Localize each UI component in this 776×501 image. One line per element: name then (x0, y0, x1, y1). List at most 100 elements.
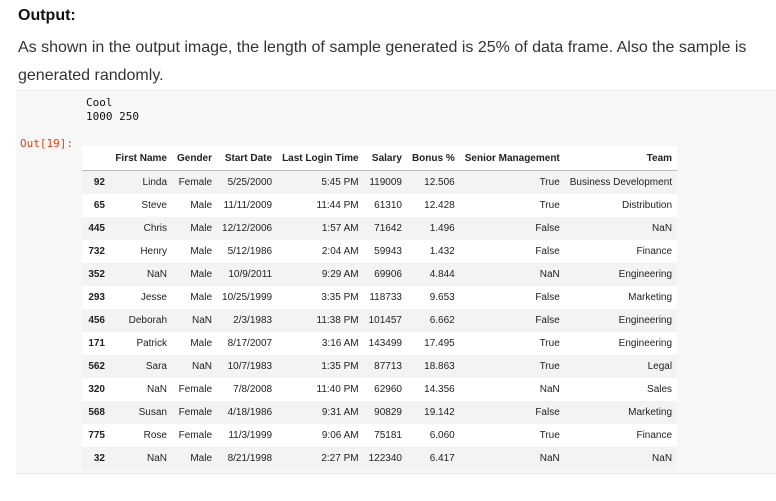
first-name-cell: Rose (110, 424, 172, 447)
row-index: 92 (82, 171, 110, 195)
gender-header: Gender (172, 146, 217, 171)
gender-cell: Female (172, 378, 217, 401)
team-cell: Engineering (565, 332, 677, 355)
senior-management-cell: NaN (460, 447, 565, 470)
team-cell: Legal (565, 355, 677, 378)
salary-cell: 119009 (364, 171, 407, 195)
start-date-cell: 10/9/2011 (217, 263, 277, 286)
table-row: 775 Rose Female 11/3/1999 9:06 AM 75181 6.060 T… (82, 424, 677, 447)
bonus-cell: 19.142 (407, 401, 460, 424)
stdout-line: 1000 250 (86, 110, 139, 124)
gender-cell: NaN (172, 309, 217, 332)
last-login-time-cell: 9:06 AM (277, 424, 364, 447)
description-paragraph: As shown in the output image, the length… (18, 34, 768, 90)
bonus-cell: 17.495 (407, 332, 460, 355)
table-row: 445 Chris Male 12/12/2006 1:57 AM 71642 1.496 F… (82, 217, 677, 240)
first-name-header: First Name (110, 146, 172, 171)
first-name-cell: Steve (110, 194, 172, 217)
last-login-time-cell: 9:29 AM (277, 263, 364, 286)
senior-management-cell: True (460, 332, 565, 355)
salary-cell: 87713 (364, 355, 407, 378)
last-login-time-cell: 2:27 PM (277, 447, 364, 470)
start-date-cell: 5/12/1986 (217, 240, 277, 263)
team-cell: NaN (565, 217, 677, 240)
table-row: 568 Susan Female 4/18/1986 9:31 AM 90829 19.14… (82, 401, 677, 424)
start-date-cell: 10/25/1999 (217, 286, 277, 309)
bonus-cell: 12.506 (407, 171, 460, 195)
team-cell: Marketing (565, 401, 677, 424)
gender-cell: NaN (172, 355, 217, 378)
row-index: 732 (82, 240, 110, 263)
salary-cell: 101457 (364, 309, 407, 332)
dataframe-output: First Name Gender Start Date Last Login Tim… (82, 146, 677, 470)
bonus-cell: 6.662 (407, 309, 460, 332)
row-index: 456 (82, 309, 110, 332)
bonus-cell: 12.428 (407, 194, 460, 217)
row-index: 352 (82, 263, 110, 286)
start-date-cell: 12/12/2006 (217, 217, 277, 240)
start-date-header: Start Date (217, 146, 277, 171)
team-cell: Marketing (565, 286, 677, 309)
first-name-cell: Susan (110, 401, 172, 424)
senior-management-cell: False (460, 309, 565, 332)
table-row: 352 NaN Male 10/9/2011 9:29 AM 69906 4.844 NaN E… (82, 263, 677, 286)
start-date-cell: 8/21/1998 (217, 447, 277, 470)
start-date-cell: 11/11/2009 (217, 194, 277, 217)
bonus-cell: 9.653 (407, 286, 460, 309)
first-name-cell: Henry (110, 240, 172, 263)
row-index: 293 (82, 286, 110, 309)
last-login-time-cell: 11:44 PM (277, 194, 364, 217)
team-cell: Engineering (565, 309, 677, 332)
table-header-row: First Name Gender Start Date Last Login Tim… (82, 146, 677, 171)
bonus-cell: 1.496 (407, 217, 460, 240)
table-row: 732 Henry Male 5/12/1986 2:04 AM 59943 1.432 Fa… (82, 240, 677, 263)
last-login-time-cell: 3:16 AM (277, 332, 364, 355)
salary-cell: 75181 (364, 424, 407, 447)
bonus-header: Bonus % (407, 146, 460, 171)
stdout-output: Cool 1000 250 (86, 96, 139, 124)
senior-management-cell: False (460, 286, 565, 309)
salary-cell: 122340 (364, 447, 407, 470)
start-date-cell: 5/25/2000 (217, 171, 277, 195)
bonus-cell: 14.356 (407, 378, 460, 401)
gender-cell: Male (172, 263, 217, 286)
last-login-time-cell: 1:57 AM (277, 217, 364, 240)
last-login-time-cell: 11:38 PM (277, 309, 364, 332)
team-cell: Engineering (565, 263, 677, 286)
row-index: 568 (82, 401, 110, 424)
table-row: 171 Patrick Male 8/17/2007 3:16 AM 143499 17.4… (82, 332, 677, 355)
gender-cell: Male (172, 217, 217, 240)
last-login-time-cell: 2:04 AM (277, 240, 364, 263)
table-body: 92 Linda Female 5/25/2000 5:45 PM 119009 12.50… (82, 171, 677, 471)
gender-cell: Female (172, 171, 217, 195)
first-name-cell: Patrick (110, 332, 172, 355)
senior-management-cell: True (460, 171, 565, 195)
team-header: Team (565, 146, 677, 171)
team-cell: NaN (565, 447, 677, 470)
first-name-cell: NaN (110, 447, 172, 470)
bonus-cell: 1.432 (407, 240, 460, 263)
row-index: 562 (82, 355, 110, 378)
team-cell: Business Development (565, 171, 677, 195)
first-name-cell: Jesse (110, 286, 172, 309)
team-cell: Sales (565, 378, 677, 401)
first-name-cell: NaN (110, 263, 172, 286)
first-name-cell: NaN (110, 378, 172, 401)
senior-management-cell: True (460, 194, 565, 217)
salary-cell: 61310 (364, 194, 407, 217)
bonus-cell: 6.060 (407, 424, 460, 447)
last-login-time-cell: 9:31 AM (277, 401, 364, 424)
last-login-time-cell: 5:45 PM (277, 171, 364, 195)
output-heading: Output: (18, 7, 76, 25)
first-name-cell: Chris (110, 217, 172, 240)
row-index: 65 (82, 194, 110, 217)
senior-management-cell: True (460, 355, 565, 378)
table-row: 562 Sara NaN 10/7/1983 1:35 PM 87713 18.863 Tru… (82, 355, 677, 378)
stdout-line: Cool (86, 96, 139, 110)
out-prompt: Out[19]: (20, 137, 73, 150)
gender-cell: Female (172, 424, 217, 447)
salary-cell: 62960 (364, 378, 407, 401)
start-date-cell: 11/3/1999 (217, 424, 277, 447)
team-cell: Finance (565, 240, 677, 263)
senior-management-cell: False (460, 217, 565, 240)
